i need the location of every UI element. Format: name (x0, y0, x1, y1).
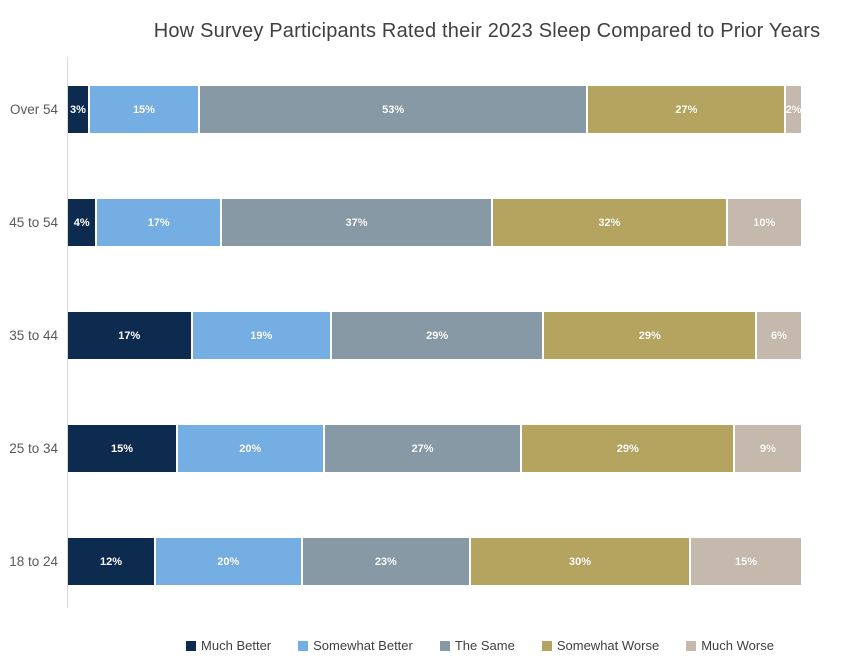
legend-label: Somewhat Worse (556, 638, 660, 653)
bar-segment-value: 4% (73, 216, 90, 229)
bar-segment: 29% (331, 312, 545, 359)
bar-segment: 9% (735, 425, 801, 472)
bar-segment: 10% (727, 199, 801, 246)
bar-row: 3% 15% 53% 27% 2% (68, 86, 802, 133)
legend-swatch-icon (686, 640, 697, 651)
bar-segment: 6% (757, 312, 801, 359)
bar-segment: 15% (691, 538, 801, 585)
bar-row: 12% 20% 23% 30% 15% (68, 538, 801, 585)
category-label: Over 54 (9, 102, 58, 117)
bar-segment-value: 23% (374, 555, 397, 568)
bar-segment-value: 27% (411, 442, 434, 455)
bar-segment-value: 2% (785, 103, 802, 116)
legend-item: Much Better (186, 638, 271, 653)
bar-segment: 29% (544, 312, 757, 359)
bar-segment: 12% (68, 538, 156, 585)
bar-segment-value: 6% (771, 329, 787, 342)
legend-label: Much Worse (701, 638, 774, 653)
bar-segment: 20% (177, 425, 325, 472)
bar-segment-value: 29% (638, 329, 661, 342)
category-label: 35 to 44 (9, 328, 58, 343)
category-label: 25 to 34 (9, 441, 58, 456)
bar-segment-value: 32% (598, 216, 621, 229)
bar-segment: 23% (302, 538, 472, 585)
legend-item: Somewhat Worse (541, 638, 660, 653)
bar-segment-value: 53% (382, 103, 405, 116)
legend: Much Better Somewhat Better The Same Somewh… (0, 638, 866, 653)
legend-label: Somewhat Better (313, 638, 413, 653)
bar-segment: 32% (493, 199, 728, 246)
bar-segment: 30% (471, 538, 692, 585)
chart-title: How Survey Participants Rated their 2023… (153, 20, 821, 42)
bar-segment: 29% (522, 425, 735, 472)
legend-label: Much Better (201, 638, 272, 653)
bar-segment-value: 19% (250, 329, 273, 342)
legend-swatch-icon (541, 640, 552, 651)
bar-segment-value: 15% (734, 555, 757, 568)
bar-segment: 15% (68, 425, 178, 472)
legend-item: Much Worse (686, 638, 774, 653)
bar-row: 15% 20% 27% 29% 9% (68, 425, 801, 472)
bar-segment: 53% (199, 86, 589, 133)
bar-segment: 2% (785, 86, 802, 133)
bar-segment: 27% (588, 86, 787, 133)
bar-segment-value: 30% (569, 555, 592, 568)
bar-segment-value: 12% (99, 555, 122, 568)
bar-segment-value: 17% (118, 329, 141, 342)
bar-segment: 19% (192, 312, 332, 359)
bar-segment-value: 15% (132, 103, 155, 116)
bar-segment: 27% (324, 425, 523, 472)
bar-segment: 20% (155, 538, 303, 585)
stacked-bar-chart: Over 54 3% 15% 53% 27% 2% 45 to 54 4% 17% 37% 32% 1… (9, 57, 802, 608)
bar-segment-value: 29% (616, 442, 639, 455)
bar-segment-value: 9% (760, 442, 776, 455)
bar-segment-value: 10% (753, 216, 776, 229)
bar-segment: 4% (68, 199, 98, 246)
bar-row: 4% 17% 37% 32% 10% (68, 199, 801, 246)
bar-segment-value: 20% (217, 555, 240, 568)
bar-row: 17% 19% 29% 29% 6% (68, 312, 801, 359)
legend-item: Somewhat Better (298, 638, 413, 653)
category-label: 18 to 24 (9, 554, 58, 569)
bar-segment-value: 37% (345, 216, 368, 229)
bar-segment-value: 27% (675, 103, 698, 116)
bar-segment: 3% (68, 86, 90, 133)
bar-segment: 17% (97, 199, 222, 246)
legend-swatch-icon (439, 640, 450, 651)
bar-segment: 17% (68, 312, 193, 359)
bar-segment-value: 3% (70, 103, 86, 116)
bar-segment-value: 15% (110, 442, 133, 455)
y-axis-line (67, 57, 68, 608)
legend-label: The Same (454, 638, 515, 653)
bar-segment-value: 20% (239, 442, 262, 455)
bar-segment-value: 17% (147, 216, 170, 229)
category-label: 45 to 54 (9, 215, 58, 230)
bar-segment: 37% (221, 199, 494, 246)
legend-swatch-icon (186, 640, 197, 651)
legend-item: The Same (439, 638, 515, 653)
bar-segment: 15% (89, 86, 200, 133)
legend-swatch-icon (298, 640, 309, 651)
bar-segment-value: 29% (426, 329, 449, 342)
